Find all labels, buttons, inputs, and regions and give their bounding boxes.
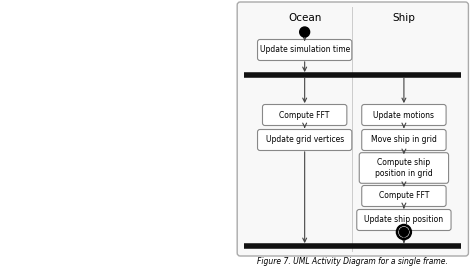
Text: Ship: Ship bbox=[392, 13, 415, 23]
Text: Update motions: Update motions bbox=[374, 111, 434, 120]
FancyBboxPatch shape bbox=[362, 186, 446, 207]
Text: Ocean: Ocean bbox=[288, 13, 321, 23]
FancyBboxPatch shape bbox=[359, 153, 448, 183]
FancyBboxPatch shape bbox=[357, 209, 451, 231]
Text: Update grid vertices: Update grid vertices bbox=[265, 136, 344, 144]
FancyBboxPatch shape bbox=[362, 130, 446, 150]
FancyBboxPatch shape bbox=[257, 40, 352, 60]
Text: Figure 7. UML Activity Diagram for a single frame.: Figure 7. UML Activity Diagram for a sin… bbox=[257, 257, 448, 266]
Text: Update ship position: Update ship position bbox=[365, 215, 444, 224]
FancyBboxPatch shape bbox=[257, 130, 352, 150]
Circle shape bbox=[300, 27, 310, 37]
FancyBboxPatch shape bbox=[362, 105, 446, 125]
Text: Compute FFT: Compute FFT bbox=[379, 192, 429, 201]
Text: Compute FFT: Compute FFT bbox=[280, 111, 330, 120]
Text: Move ship in grid: Move ship in grid bbox=[371, 136, 437, 144]
FancyBboxPatch shape bbox=[263, 105, 347, 125]
Text: Update simulation time: Update simulation time bbox=[260, 46, 350, 54]
FancyBboxPatch shape bbox=[237, 2, 468, 256]
Circle shape bbox=[400, 227, 409, 237]
Text: Compute ship
position in grid: Compute ship position in grid bbox=[375, 158, 433, 178]
